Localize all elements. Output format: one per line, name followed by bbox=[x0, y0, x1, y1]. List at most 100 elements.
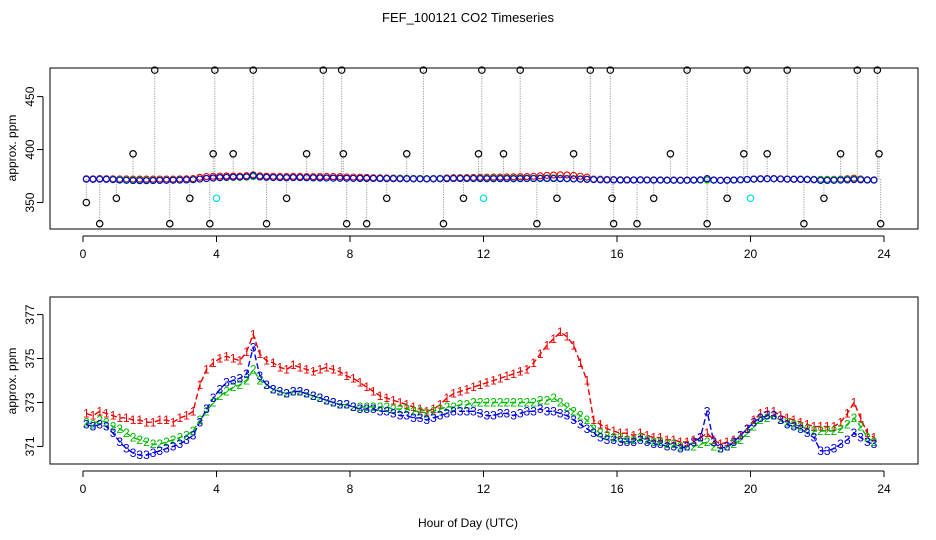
hourly-point bbox=[703, 219, 711, 228]
series-2-marker: 2 bbox=[103, 415, 110, 429]
series-3-marker: 3 bbox=[624, 435, 631, 449]
series-3-marker: 3 bbox=[650, 437, 657, 451]
series-1-marker: 1 bbox=[584, 374, 591, 388]
series-3-marker: 3 bbox=[463, 404, 470, 418]
series-2-marker: 2 bbox=[871, 435, 878, 449]
series-3-marker: 3 bbox=[497, 406, 504, 420]
series-3-marker: 3 bbox=[103, 420, 110, 434]
series-2-marker: 2 bbox=[490, 395, 497, 409]
series-3-point bbox=[102, 175, 110, 183]
series-3-point bbox=[736, 176, 745, 184]
series-3-marker: 3 bbox=[644, 435, 651, 449]
series-3-marker: 3 bbox=[710, 435, 717, 449]
series-3-marker: 3 bbox=[257, 369, 264, 383]
series-3-point bbox=[663, 176, 671, 184]
series-1-marker: 1 bbox=[150, 415, 157, 429]
hourly-point bbox=[666, 149, 675, 158]
series-1-marker: 1 bbox=[557, 325, 564, 339]
series-2-marker: 2 bbox=[257, 374, 264, 388]
series-3-marker: 3 bbox=[303, 387, 310, 401]
series-3-point bbox=[596, 176, 604, 184]
hourly-point bbox=[478, 66, 486, 74]
series-3-point bbox=[730, 176, 738, 184]
series-3-point bbox=[216, 173, 224, 182]
series-3-point bbox=[797, 175, 805, 183]
series-2-marker: 2 bbox=[156, 437, 163, 451]
series-2-marker: 2 bbox=[223, 384, 230, 398]
series-2-marker: 2 bbox=[791, 417, 798, 431]
series-3-point bbox=[82, 175, 90, 183]
series-1-marker: 1 bbox=[403, 398, 410, 412]
series-1-marker: 1 bbox=[837, 415, 844, 429]
hourly-point bbox=[569, 149, 578, 158]
series-2-marker: 2 bbox=[797, 420, 804, 434]
series-3-point bbox=[823, 176, 831, 185]
series-3-point bbox=[496, 175, 504, 183]
series-3-point bbox=[356, 174, 364, 183]
series-3-point bbox=[289, 174, 297, 182]
series-3-point bbox=[263, 173, 271, 181]
series-1-marker: 1 bbox=[617, 426, 624, 440]
series-3-point bbox=[696, 176, 704, 184]
series-3-marker: 3 bbox=[570, 413, 577, 427]
series-3-point bbox=[109, 176, 117, 184]
series-1-marker: 1 bbox=[290, 358, 297, 372]
series-3-marker: 3 bbox=[697, 431, 704, 445]
series-3-marker: 3 bbox=[690, 435, 697, 449]
series-1-marker: 1 bbox=[684, 435, 691, 449]
series-2-marker: 2 bbox=[263, 378, 270, 392]
series-3-marker: 3 bbox=[564, 409, 571, 423]
series-3-point bbox=[503, 175, 511, 183]
series-1-marker: 1 bbox=[323, 360, 330, 374]
series-1-marker: 1 bbox=[123, 411, 130, 425]
series-2-marker: 2 bbox=[637, 431, 644, 445]
series-2-marker: 2 bbox=[811, 424, 818, 438]
series-1-marker: 1 bbox=[90, 409, 97, 423]
bottom-x-axis-label: Hour of Day (UTC) bbox=[418, 516, 518, 530]
series-1-marker: 1 bbox=[130, 413, 137, 427]
hourly-point bbox=[553, 194, 561, 203]
series-2-marker: 2 bbox=[203, 404, 210, 418]
hourly-point bbox=[820, 194, 828, 203]
series-2-marker: 2 bbox=[457, 398, 464, 412]
series-2-marker: 2 bbox=[697, 437, 704, 451]
series-1-marker: 1 bbox=[303, 363, 310, 377]
hourly-point bbox=[112, 194, 121, 203]
series-3-marker: 3 bbox=[657, 437, 664, 451]
series-2-marker: 2 bbox=[817, 424, 824, 438]
series-2-marker: 2 bbox=[357, 400, 364, 414]
series-2-marker: 2 bbox=[644, 433, 651, 447]
series-2-marker: 2 bbox=[330, 395, 337, 409]
series-2-marker: 2 bbox=[96, 413, 103, 427]
hourly-point bbox=[586, 66, 595, 74]
series-2-marker: 2 bbox=[804, 422, 811, 436]
series-3-marker: 3 bbox=[363, 402, 370, 416]
series-3-point bbox=[189, 176, 197, 184]
series-3-line bbox=[86, 347, 875, 456]
hourly-point bbox=[229, 149, 237, 158]
series-3-point bbox=[423, 175, 431, 183]
series-3-marker: 3 bbox=[530, 404, 537, 418]
series-2-marker: 2 bbox=[664, 437, 671, 451]
series-1-marker: 1 bbox=[690, 433, 697, 447]
series-1-marker: 1 bbox=[183, 409, 190, 423]
series-3-marker: 3 bbox=[777, 413, 784, 427]
series-3-point bbox=[763, 175, 771, 183]
series-3-point bbox=[770, 175, 778, 183]
series-3-point bbox=[169, 176, 177, 184]
series-3-marker: 3 bbox=[544, 404, 551, 418]
series-3-marker: 3 bbox=[297, 384, 304, 398]
series-2-marker: 2 bbox=[130, 431, 137, 445]
series-3-marker: 3 bbox=[243, 367, 250, 381]
series-1-marker: 1 bbox=[677, 435, 684, 449]
top-x-tick-label: 20 bbox=[744, 247, 758, 261]
series-2-marker: 2 bbox=[90, 417, 97, 431]
series-1-marker: 1 bbox=[791, 413, 798, 427]
hourly-point bbox=[876, 219, 885, 228]
series-3-marker: 3 bbox=[844, 433, 851, 447]
series-3-point bbox=[236, 173, 244, 181]
series-2-marker: 2 bbox=[864, 431, 871, 445]
hourly-point bbox=[82, 198, 91, 207]
series-1-marker: 1 bbox=[310, 365, 317, 379]
series-3-marker: 3 bbox=[597, 431, 604, 445]
